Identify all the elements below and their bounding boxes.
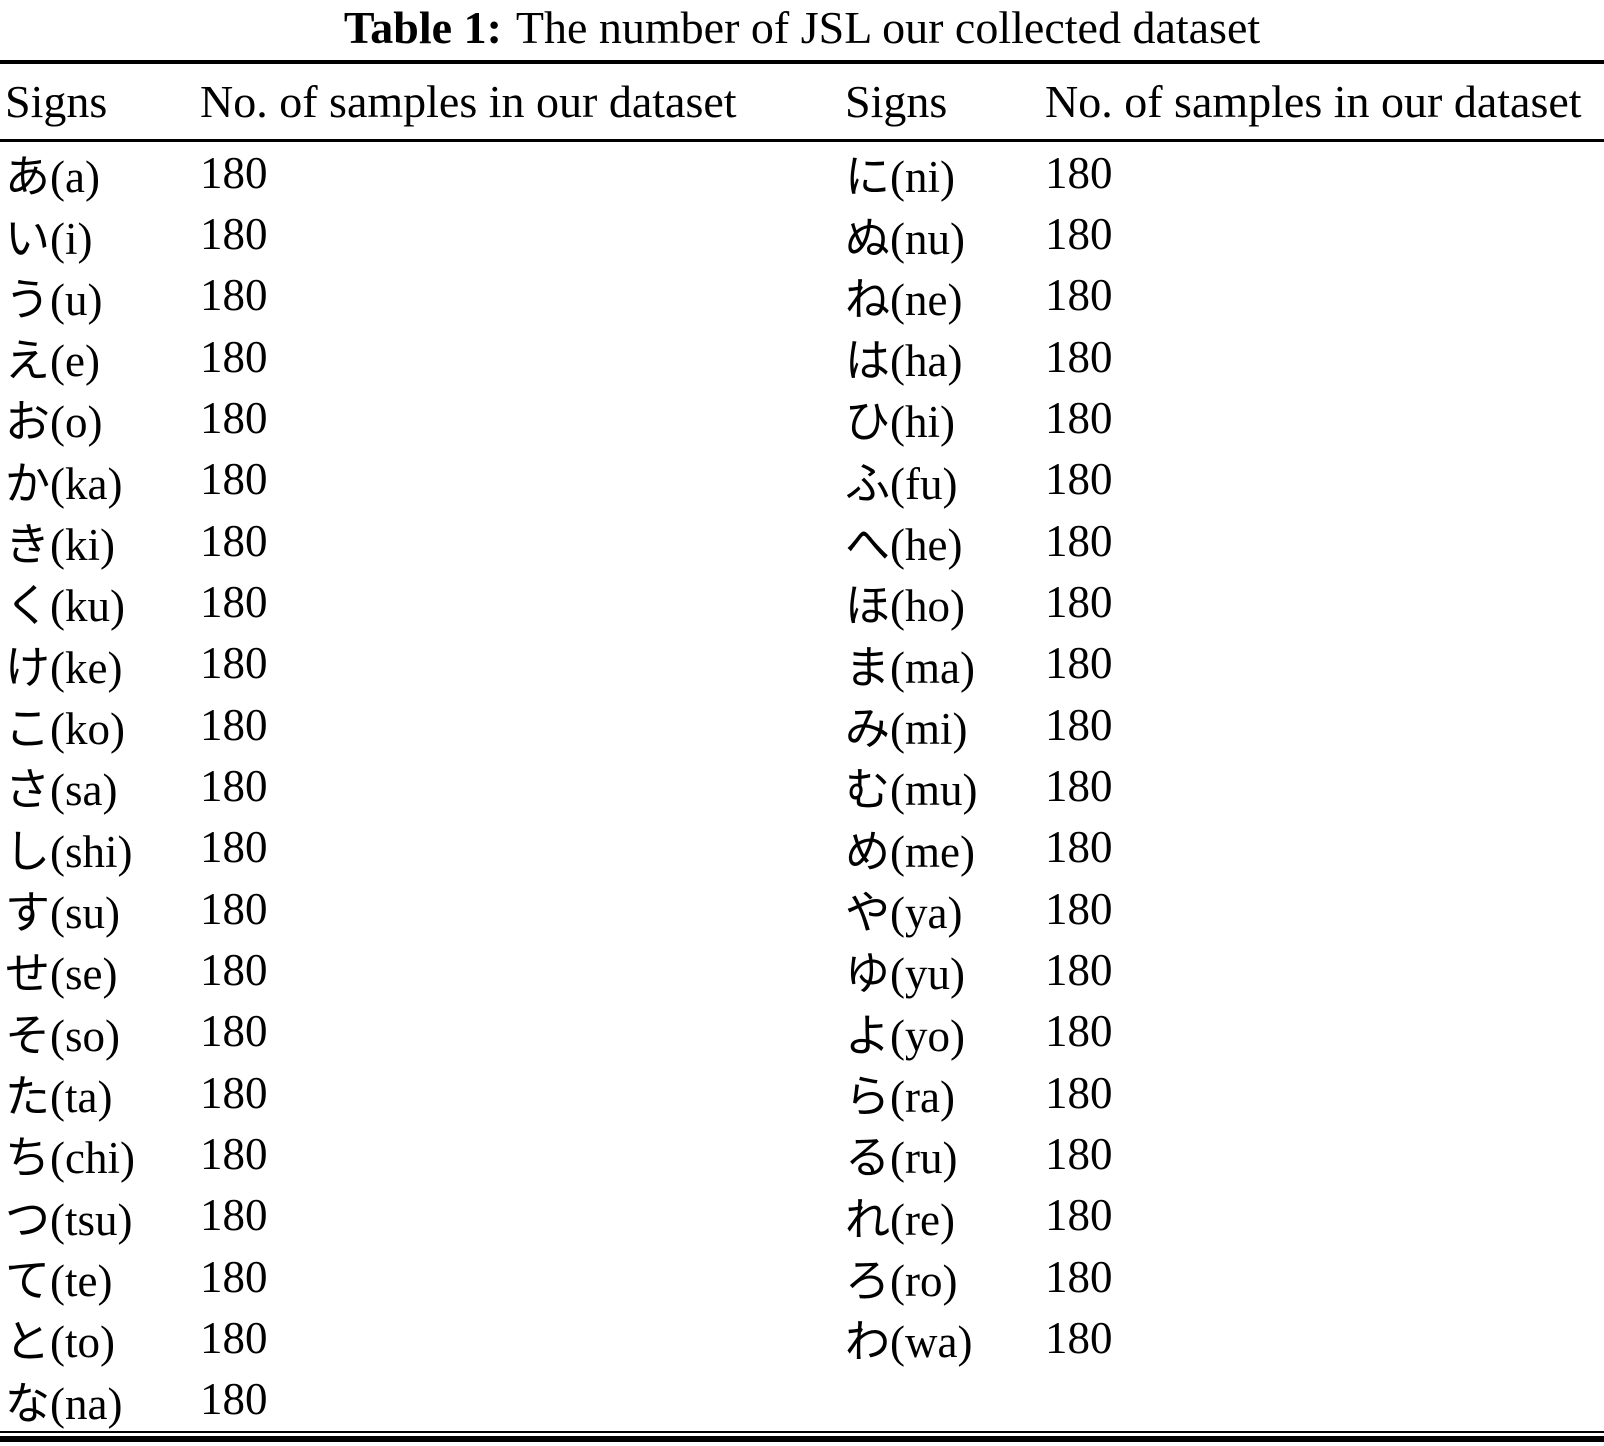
table-bottom-rule-thick bbox=[0, 1436, 1604, 1442]
count-cell-left: 180 bbox=[200, 392, 268, 443]
sign-cell-right: へ(he) bbox=[845, 520, 963, 571]
sign-cell-right: ま(ma) bbox=[845, 642, 975, 693]
count-cell-right: 180 bbox=[1045, 699, 1113, 750]
count-cell-left: 180 bbox=[200, 944, 268, 995]
count-cell-right: 180 bbox=[1045, 883, 1113, 934]
sign-cell-right: ほ(ho) bbox=[845, 581, 965, 632]
table-caption-label: Table 1: bbox=[343, 2, 502, 53]
sign-cell-left: な(na) bbox=[5, 1378, 123, 1429]
count-cell-left: 180 bbox=[200, 883, 268, 934]
sign-cell-right: や(ya) bbox=[845, 888, 963, 939]
count-cell-right: 180 bbox=[1045, 331, 1113, 382]
count-cell-left: 180 bbox=[200, 1067, 268, 1118]
count-cell-left: 180 bbox=[200, 1251, 268, 1302]
sign-cell-left: く(ku) bbox=[5, 581, 125, 632]
count-cell-left: 180 bbox=[200, 1190, 268, 1241]
count-cell-right: 180 bbox=[1045, 1190, 1113, 1241]
count-cell-right: 180 bbox=[1045, 147, 1113, 198]
count-cell-right: 180 bbox=[1045, 1251, 1113, 1302]
sign-cell-right: ふ(fu) bbox=[845, 458, 958, 509]
sign-cell-right: む(mu) bbox=[845, 765, 978, 816]
column-header-signs-right: Signs bbox=[845, 76, 948, 127]
count-cell-left: 180 bbox=[200, 208, 268, 259]
column-header-count-left: No. of samples in our dataset bbox=[200, 76, 737, 127]
sign-cell-left: て(te) bbox=[5, 1256, 113, 1307]
sign-cell-left: こ(ko) bbox=[5, 704, 125, 755]
count-cell-right: 180 bbox=[1045, 1006, 1113, 1057]
sign-cell-left: い(i) bbox=[5, 213, 93, 264]
sign-cell-right: れ(re) bbox=[845, 1194, 955, 1245]
count-cell-right: 180 bbox=[1045, 822, 1113, 873]
table-caption: Table 1: The number of JSL our collected … bbox=[0, 2, 1604, 54]
sign-cell-left: け(ke) bbox=[5, 642, 123, 693]
count-cell-left: 180 bbox=[200, 331, 268, 382]
sign-cell-right: ら(ra) bbox=[845, 1072, 955, 1123]
count-cell-right: 180 bbox=[1045, 392, 1113, 443]
sign-cell-right: ゆ(yu) bbox=[845, 949, 965, 1000]
count-cell-left: 180 bbox=[200, 1312, 268, 1363]
sign-cell-left: し(shi) bbox=[5, 826, 133, 877]
sign-cell-left: え(e) bbox=[5, 336, 100, 387]
count-cell-left: 180 bbox=[200, 638, 268, 689]
count-cell-left: 180 bbox=[200, 147, 268, 198]
sign-cell-right: ひ(hi) bbox=[845, 397, 955, 448]
sign-cell-right: み(mi) bbox=[845, 704, 968, 755]
count-cell-right: 180 bbox=[1045, 270, 1113, 321]
sign-cell-left: あ(a) bbox=[5, 152, 100, 203]
count-cell-right: 180 bbox=[1045, 576, 1113, 627]
count-cell-left: 180 bbox=[200, 576, 268, 627]
sign-cell-left: す(su) bbox=[5, 888, 120, 939]
table-top-rule bbox=[0, 60, 1604, 64]
count-cell-right: 180 bbox=[1045, 1312, 1113, 1363]
column-header-count-right: No. of samples in our dataset bbox=[1045, 76, 1582, 127]
sign-cell-left: せ(se) bbox=[5, 949, 118, 1000]
count-cell-left: 180 bbox=[200, 699, 268, 750]
sign-cell-right: ね(ne) bbox=[845, 274, 963, 325]
table-caption-text: The number of JSL our collected dataset bbox=[515, 2, 1261, 53]
count-cell-left: 180 bbox=[200, 1006, 268, 1057]
count-cell-left: 180 bbox=[200, 760, 268, 811]
count-cell-right: 180 bbox=[1045, 1128, 1113, 1179]
count-cell-right: 180 bbox=[1045, 1067, 1113, 1118]
column-header-signs-left: Signs bbox=[5, 76, 108, 127]
count-cell-left: 180 bbox=[200, 1374, 268, 1425]
sign-cell-left: ち(chi) bbox=[5, 1133, 135, 1184]
sign-cell-right: め(me) bbox=[845, 826, 975, 877]
count-cell-left: 180 bbox=[200, 515, 268, 566]
count-cell-right: 180 bbox=[1045, 638, 1113, 689]
count-cell-right: 180 bbox=[1045, 760, 1113, 811]
table-header-row: Signs No. of samples in our dataset Sign… bbox=[0, 64, 1604, 139]
sign-cell-left: た(ta) bbox=[5, 1072, 113, 1123]
sign-cell-left: き(ki) bbox=[5, 520, 115, 571]
count-cell-right: 180 bbox=[1045, 208, 1113, 259]
sign-cell-right: ろ(ro) bbox=[845, 1256, 958, 1307]
sign-cell-left: さ(sa) bbox=[5, 765, 118, 816]
count-cell-left: 180 bbox=[200, 270, 268, 321]
sign-cell-right: ぬ(nu) bbox=[845, 213, 965, 264]
sign-cell-right: は(ha) bbox=[845, 336, 963, 387]
count-cell-left: 180 bbox=[200, 454, 268, 505]
count-cell-left: 180 bbox=[200, 822, 268, 873]
table-header-rule bbox=[0, 139, 1604, 142]
table-body: あ(a) 180 に(ni) 180 い(i) 180 ぬ(nu) 180 う(… bbox=[0, 142, 1604, 1430]
sign-cell-left: か(ka) bbox=[5, 458, 123, 509]
sign-cell-right: わ(wa) bbox=[845, 1317, 973, 1368]
table-bottom-rule-thin bbox=[0, 1431, 1604, 1433]
sign-cell-left: そ(so) bbox=[5, 1010, 120, 1061]
count-cell-right: 180 bbox=[1045, 454, 1113, 505]
sign-cell-left: と(to) bbox=[5, 1317, 115, 1368]
count-cell-right: 180 bbox=[1045, 944, 1113, 995]
sign-cell-left: お(o) bbox=[5, 397, 103, 448]
sign-cell-right: よ(yo) bbox=[845, 1010, 965, 1061]
sign-cell-right: る(ru) bbox=[845, 1133, 958, 1184]
sign-cell-right: に(ni) bbox=[845, 152, 955, 203]
count-cell-left: 180 bbox=[200, 1128, 268, 1179]
sign-cell-left: う(u) bbox=[5, 274, 103, 325]
count-cell-right: 180 bbox=[1045, 515, 1113, 566]
sign-cell-left: つ(tsu) bbox=[5, 1194, 133, 1245]
